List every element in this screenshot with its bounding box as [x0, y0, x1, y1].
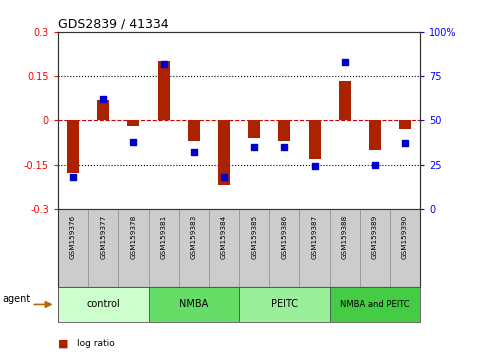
Bar [97, 100, 109, 120]
Bar [157, 61, 170, 120]
Text: GSM159388: GSM159388 [342, 215, 348, 259]
Text: control: control [86, 299, 120, 309]
Bar [339, 81, 351, 120]
Text: GSM159386: GSM159386 [282, 215, 287, 259]
Text: GSM159376: GSM159376 [70, 215, 76, 259]
Text: GSM159383: GSM159383 [191, 215, 197, 259]
Bar [218, 120, 230, 185]
Text: GSM159378: GSM159378 [130, 215, 136, 259]
Point [129, 139, 137, 144]
Bar [188, 120, 200, 141]
Text: GDS2839 / 41334: GDS2839 / 41334 [58, 18, 169, 31]
Bar [67, 120, 79, 173]
Point [401, 141, 409, 146]
Text: ■: ■ [58, 338, 69, 348]
Text: GSM159384: GSM159384 [221, 215, 227, 259]
Text: GSM159381: GSM159381 [161, 215, 167, 259]
Point [250, 144, 258, 150]
Point [281, 144, 288, 150]
Point [311, 164, 318, 169]
Bar [128, 120, 140, 126]
Bar [278, 120, 290, 141]
Bar [58, 287, 149, 322]
Text: GSM159377: GSM159377 [100, 215, 106, 259]
Bar [149, 287, 239, 322]
Point [69, 174, 77, 180]
Text: NMBA and PEITC: NMBA and PEITC [340, 300, 410, 309]
Text: GSM159387: GSM159387 [312, 215, 317, 259]
Bar [309, 120, 321, 159]
Point [99, 96, 107, 102]
Text: NMBA: NMBA [179, 299, 209, 309]
Point [341, 59, 349, 65]
Text: agent: agent [2, 294, 30, 304]
Text: GSM159385: GSM159385 [251, 215, 257, 259]
Text: GSM159390: GSM159390 [402, 215, 408, 259]
Bar [369, 120, 381, 150]
Bar [239, 287, 330, 322]
Point [371, 162, 379, 167]
Text: PEITC: PEITC [271, 299, 298, 309]
Bar [248, 120, 260, 138]
Bar [399, 120, 411, 129]
Bar [330, 287, 420, 322]
Point [160, 61, 168, 67]
Point [190, 149, 198, 155]
Text: GSM159389: GSM159389 [372, 215, 378, 259]
Point [220, 174, 228, 180]
Text: log ratio: log ratio [77, 339, 115, 348]
